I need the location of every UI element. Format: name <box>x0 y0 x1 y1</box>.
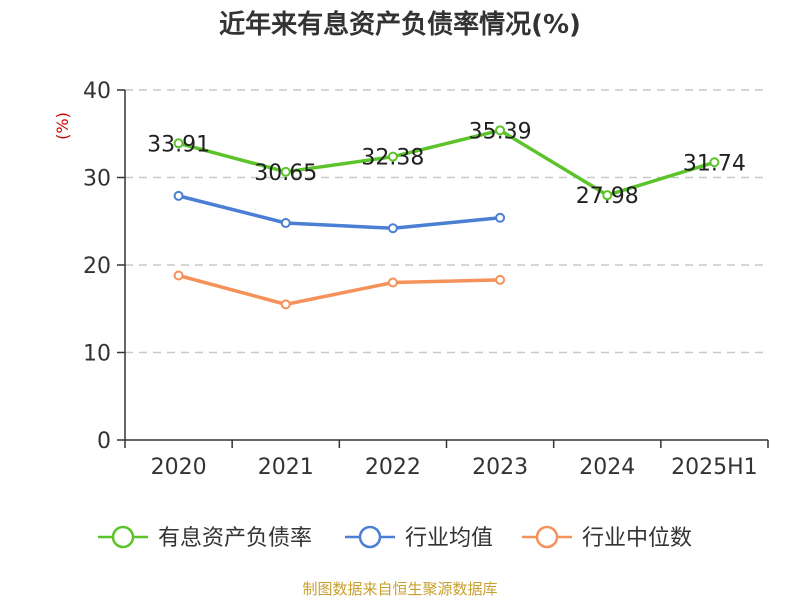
data-label: 30.65 <box>254 161 317 186</box>
y-tick-label: 10 <box>83 342 111 367</box>
data-point <box>495 125 506 136</box>
data-point <box>173 190 184 201</box>
x-tick-label: 2024 <box>579 455 635 480</box>
legend-marker <box>358 525 382 549</box>
y-tick-label: 0 <box>97 429 111 454</box>
legend-label: 行业中位数 <box>582 526 692 551</box>
data-label-layer: 33.91 30.65 32.38 35.39 27.98 31.74 <box>147 119 746 209</box>
y-axis-label: (%) <box>53 112 72 140</box>
legend-label: 有息资产负债率 <box>158 526 312 551</box>
series-line <box>176 273 502 307</box>
data-point <box>495 274 506 285</box>
data-label: 33.91 <box>147 132 210 157</box>
axis-layer: 0 10 20 30 40 2020 2021 2022 2023 2024 2025H1 <box>83 79 769 480</box>
source-note: 制图数据来自恒生聚源数据库 <box>302 580 497 598</box>
series-layer <box>173 125 720 310</box>
data-point <box>387 151 398 162</box>
x-tick-label: 2023 <box>472 455 528 480</box>
legend-label: 行业均值 <box>405 526 493 551</box>
data-point <box>602 190 613 201</box>
y-tick-label: 40 <box>83 79 111 104</box>
x-tick-label: 2022 <box>365 455 421 480</box>
data-point <box>387 223 398 234</box>
x-tick-label: 2021 <box>258 455 314 480</box>
x-tick-label: 2020 <box>151 455 207 480</box>
data-label: 35.39 <box>469 119 532 144</box>
data-point <box>387 277 398 288</box>
data-point <box>709 157 720 168</box>
data-point <box>280 218 291 228</box>
data-point <box>280 299 291 310</box>
data-point <box>280 166 291 177</box>
data-point <box>173 270 184 281</box>
legend-marker <box>111 525 135 549</box>
y-tick-label: 30 <box>83 167 111 192</box>
y-tick-label: 20 <box>83 254 111 279</box>
data-point <box>173 138 184 149</box>
data-label: 32.38 <box>361 146 424 171</box>
chart-title: 近年来有息资产负债率情况(%) <box>219 9 581 40</box>
data-label: 31.74 <box>683 151 746 176</box>
data-label: 27.98 <box>576 184 639 209</box>
legend: 有息资产负债率 行业均值 行业中位数 <box>98 525 692 551</box>
series-line <box>176 128 717 197</box>
legend-marker <box>535 525 559 549</box>
data-point <box>495 212 506 223</box>
series-line <box>176 194 502 230</box>
x-tick-label: 2025H1 <box>671 455 758 480</box>
